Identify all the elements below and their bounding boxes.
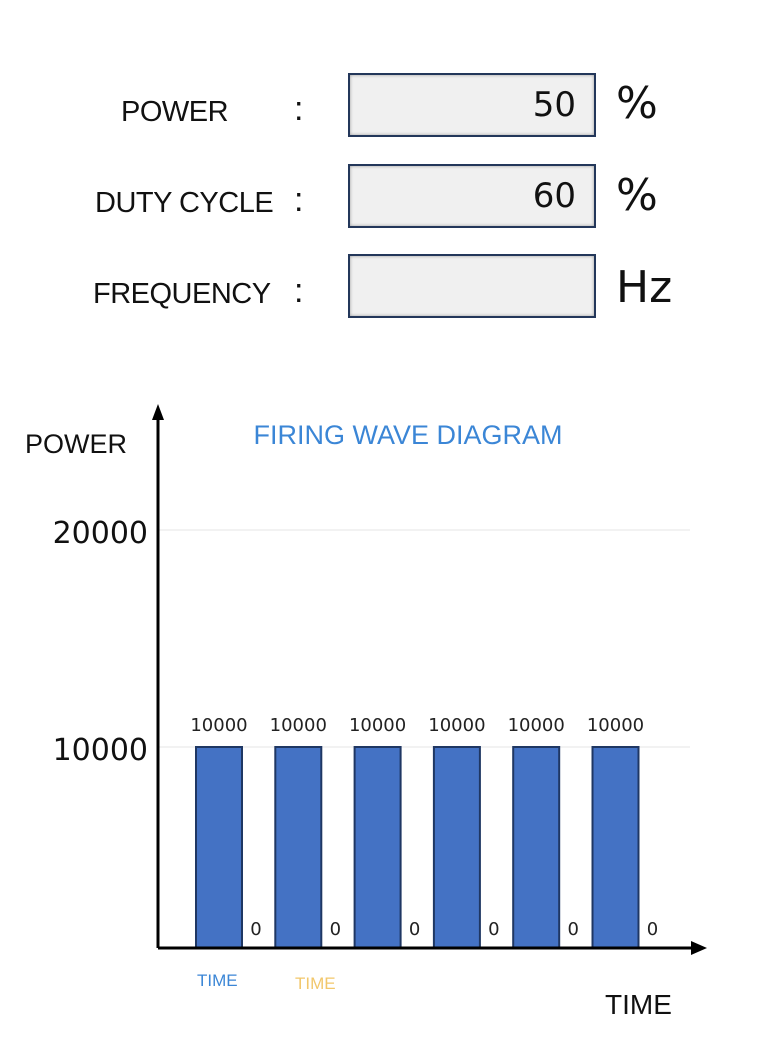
data-label: 0 bbox=[330, 919, 341, 940]
data-label: 0 bbox=[647, 919, 658, 940]
data-label: 10000 bbox=[508, 715, 565, 736]
duty-cycle-input[interactable]: 60 bbox=[348, 164, 596, 228]
annotation-time-yellow: TIME bbox=[295, 974, 336, 993]
data-label: 10000 bbox=[349, 715, 406, 736]
y-axis-arrow bbox=[152, 404, 164, 420]
data-label: 10000 bbox=[190, 715, 247, 736]
frequency-input[interactable] bbox=[348, 254, 596, 318]
bar bbox=[591, 746, 640, 949]
x-axis-arrow bbox=[691, 941, 707, 955]
annotation-time-blue: TIME bbox=[197, 971, 238, 990]
frequency-label: FREQUENCY bbox=[93, 278, 271, 310]
colon: : bbox=[294, 272, 304, 310]
bar bbox=[512, 746, 561, 949]
bar bbox=[195, 746, 243, 949]
bar bbox=[353, 746, 402, 949]
data-label: 0 bbox=[250, 919, 261, 940]
power-input[interactable]: 50 bbox=[348, 73, 596, 137]
y-tick-label: 20000 bbox=[53, 516, 148, 551]
chart-title: FIRING WAVE DIAGRAM bbox=[253, 420, 562, 450]
x-axis-label: TIME bbox=[605, 989, 672, 1020]
colon: : bbox=[294, 181, 304, 219]
data-label: 10000 bbox=[428, 715, 485, 736]
duty-cycle-unit: % bbox=[616, 170, 658, 221]
data-label: 0 bbox=[567, 919, 578, 940]
data-label: 10000 bbox=[587, 715, 644, 736]
colon: : bbox=[294, 90, 304, 128]
bar bbox=[274, 746, 323, 949]
data-label: 0 bbox=[409, 919, 420, 940]
data-label: 0 bbox=[488, 919, 499, 940]
y-axis-label: POWER bbox=[25, 429, 127, 459]
frequency-unit: Hz bbox=[616, 262, 673, 313]
duty-cycle-label: DUTY CYCLE bbox=[95, 187, 274, 219]
bar bbox=[432, 746, 481, 949]
power-label: POWER bbox=[121, 96, 229, 128]
data-label: 10000 bbox=[270, 715, 327, 736]
y-tick-label: 10000 bbox=[53, 733, 148, 768]
power-unit: % bbox=[616, 78, 658, 129]
